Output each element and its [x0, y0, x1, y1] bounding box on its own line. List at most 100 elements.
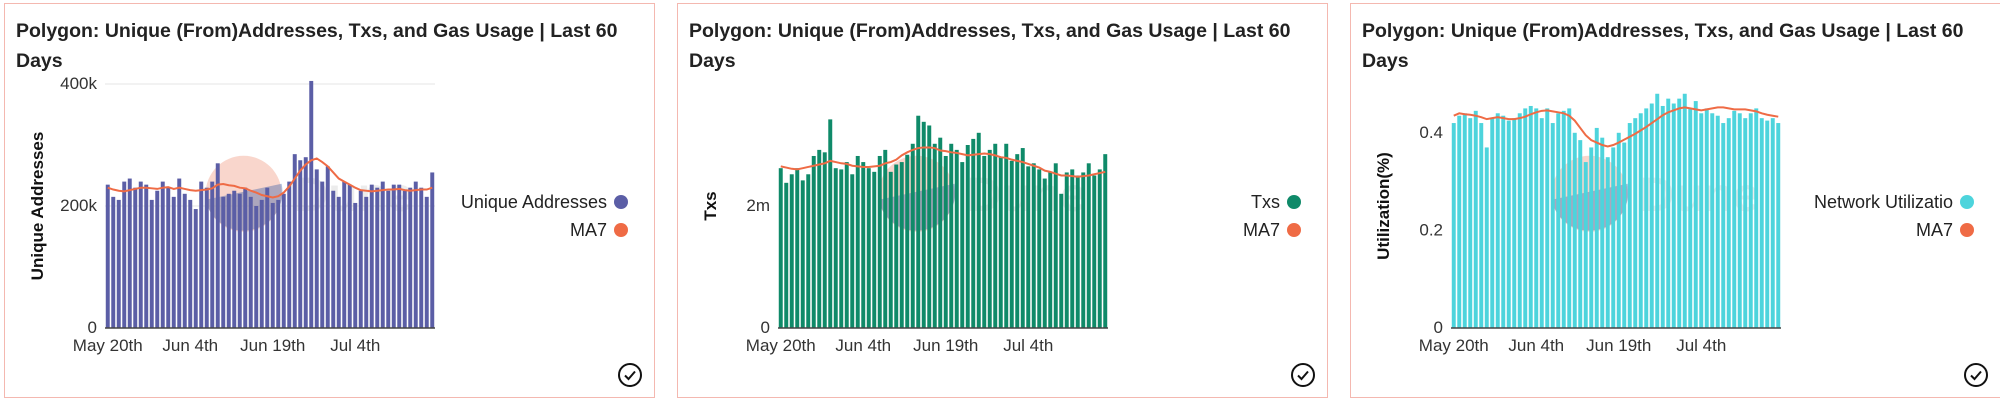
bar	[1031, 163, 1036, 328]
bar	[1086, 163, 1091, 328]
bar	[1616, 132, 1621, 328]
bar	[806, 174, 811, 328]
bar	[182, 193, 187, 328]
bar	[1622, 142, 1627, 328]
bar	[1759, 118, 1764, 328]
legend-marker	[1287, 195, 1301, 209]
bar	[1682, 93, 1687, 328]
bar	[1457, 115, 1462, 328]
bar	[1693, 101, 1698, 328]
y-axis-label: Txs	[701, 191, 720, 220]
bar	[828, 119, 833, 328]
bar	[221, 196, 226, 328]
bar	[1462, 113, 1467, 328]
bar	[430, 172, 435, 328]
bar	[1539, 118, 1544, 328]
bar	[303, 157, 308, 328]
x-tick-label: Jul 4th	[330, 336, 380, 355]
bar	[331, 190, 336, 328]
bar	[850, 174, 855, 328]
bar	[138, 181, 143, 328]
bar	[1053, 163, 1058, 328]
y-tick-label: 400k	[60, 74, 97, 93]
bar	[949, 143, 954, 328]
bar	[905, 154, 910, 328]
bar	[943, 155, 948, 328]
bar	[861, 162, 866, 328]
bar	[155, 190, 160, 328]
bar	[1671, 103, 1676, 329]
bar	[795, 168, 800, 328]
panel-title: Polygon: Unique (From)Addresses, Txs, an…	[1362, 20, 1964, 72]
bar	[1726, 118, 1731, 328]
bar	[998, 157, 1003, 328]
chart-panel-unique-addresses: Polygon: Unique (From)Addresses, Txs, an…	[4, 3, 655, 398]
bar	[292, 154, 297, 328]
bar	[1737, 113, 1742, 328]
bar	[270, 202, 275, 328]
bar	[364, 196, 369, 328]
bar	[1026, 166, 1031, 328]
bar	[386, 190, 391, 328]
bar	[287, 181, 292, 328]
x-tick-label: Jun 4th	[1508, 336, 1564, 355]
bar	[866, 168, 871, 328]
legend-label: Unique Addresses	[461, 192, 607, 212]
y-axis-label: Utilization(%)	[1374, 152, 1393, 260]
bar	[160, 181, 165, 328]
bar	[232, 190, 237, 328]
check-icon[interactable]	[1964, 363, 1988, 387]
bar	[133, 187, 138, 328]
bar	[408, 187, 413, 328]
bar	[811, 155, 816, 328]
y-axis-label: Unique Addresses	[28, 132, 47, 281]
bar	[932, 143, 937, 328]
bar	[1644, 108, 1649, 329]
bar	[1064, 172, 1069, 328]
bar	[817, 149, 822, 328]
bar	[1776, 123, 1781, 328]
legend-label: Network Utilizatio	[1814, 192, 1953, 212]
bar	[237, 193, 242, 328]
bar	[193, 209, 198, 328]
bar	[982, 155, 987, 328]
bar	[971, 138, 976, 328]
check-icon[interactable]	[1291, 363, 1315, 387]
bar	[877, 155, 882, 328]
bar	[1506, 120, 1511, 328]
bar	[1059, 193, 1064, 328]
x-tick-label: May 20th	[73, 336, 143, 355]
y-tick-label: 200k	[60, 196, 97, 215]
x-tick-label: Jun 19th	[913, 336, 978, 355]
bar	[1583, 162, 1588, 328]
bar	[1468, 118, 1473, 328]
bar	[375, 187, 380, 328]
bar	[1627, 123, 1632, 328]
bar	[1490, 118, 1495, 328]
bar	[1004, 143, 1009, 328]
check-icon[interactable]	[618, 363, 642, 387]
bar	[1009, 160, 1014, 328]
bar	[265, 187, 270, 328]
bar	[1649, 103, 1654, 329]
bar	[144, 184, 149, 328]
bar	[391, 184, 396, 328]
bar	[1473, 110, 1478, 328]
bar	[116, 199, 121, 328]
bar	[1578, 140, 1583, 328]
bar	[1075, 175, 1080, 328]
bar	[872, 171, 877, 328]
bar	[1743, 118, 1748, 328]
bar	[916, 115, 921, 328]
x-tick-label: Jun 19th	[1586, 336, 1651, 355]
bar	[921, 121, 926, 328]
bar	[938, 137, 943, 328]
bar	[122, 181, 127, 328]
bar	[347, 184, 352, 328]
bar	[960, 162, 965, 328]
bar	[298, 160, 303, 328]
bar	[965, 145, 970, 328]
bar	[1754, 108, 1759, 329]
bar	[1688, 108, 1693, 329]
